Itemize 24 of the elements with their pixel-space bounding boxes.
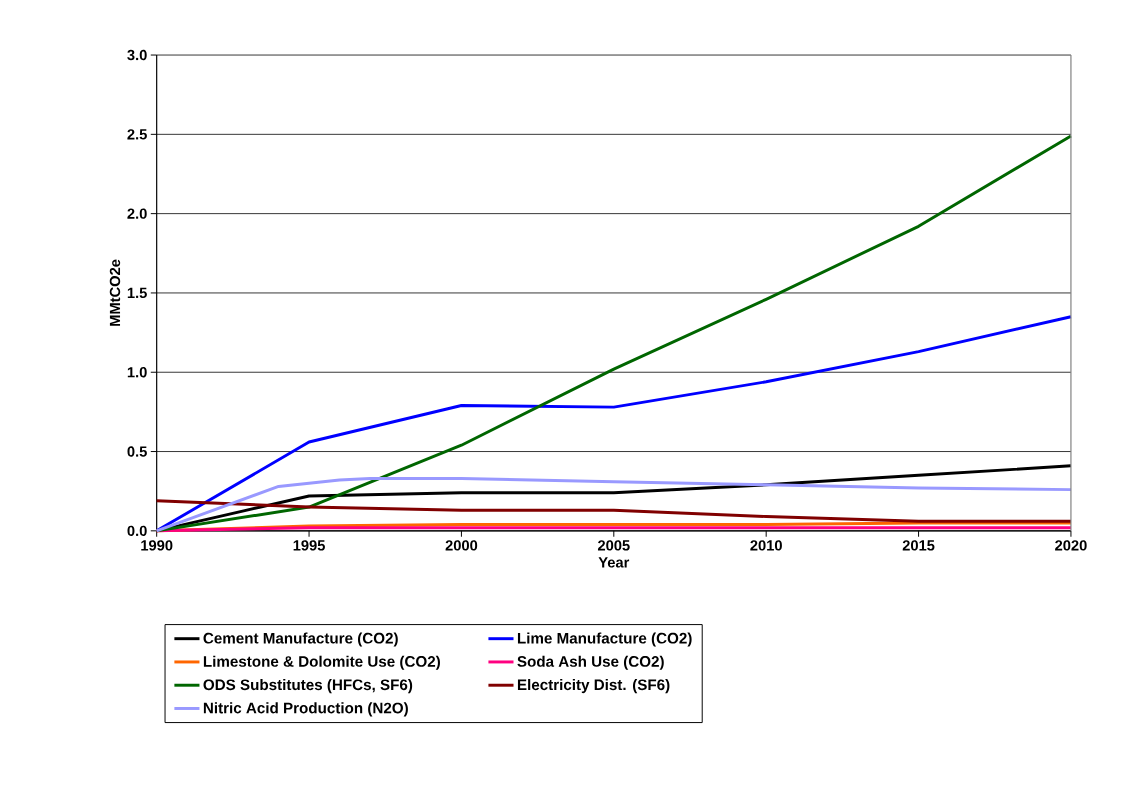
y-axis-title: MMtCO2e [109, 259, 121, 326]
x-tick-label: 2020 [1055, 540, 1087, 551]
y-tick-label: 3.0 [127, 49, 147, 61]
x-tick-label: 2005 [597, 540, 630, 551]
legend-label: Lime Manufacture (CO2) [517, 632, 692, 647]
x-tick-label: 2010 [750, 540, 782, 551]
x-tick-label: 1990 [141, 540, 173, 551]
y-tick-label: 1.0 [127, 366, 147, 378]
x-tick-label: 1995 [293, 540, 325, 551]
y-tick-label: 2.0 [127, 208, 147, 219]
x-axis-title: Year [598, 557, 630, 568]
line-series [155, 499, 1073, 523]
legend-label: Nitric Acid Production (N2O) [203, 702, 408, 717]
legend-label: Limestone & Dolomite Use (CO2) [203, 655, 440, 670]
x-tick-label: 2015 [902, 540, 935, 551]
y-tick-label: 0.5 [127, 446, 147, 457]
y-tick-label: 1.5 [127, 287, 147, 298]
legend-label: ODS Substitutes (HFCs, SF6) [203, 678, 413, 694]
legend-label: Cement Manufacture (CO2) [203, 632, 398, 647]
legend-label: Electricity Dist. (SF6) [517, 678, 670, 694]
y-tick-label: 2.5 [127, 129, 147, 140]
y-tick-label: 0.0 [127, 525, 147, 536]
legend-label: Soda Ash Use (CO2) [517, 655, 664, 670]
x-tick-label: 2000 [445, 540, 478, 551]
